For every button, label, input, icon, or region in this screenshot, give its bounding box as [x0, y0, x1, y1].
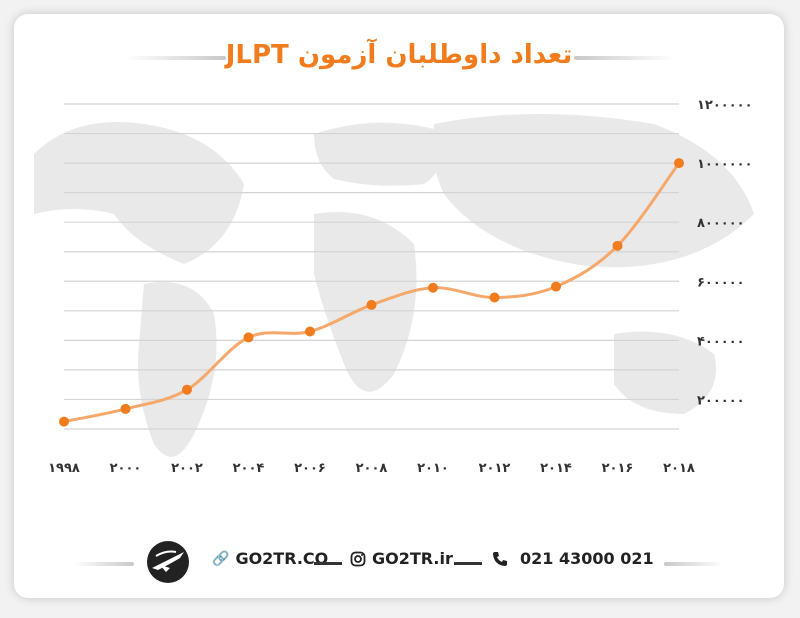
data-point [305, 326, 315, 337]
footer-separator-1 [314, 562, 342, 565]
chart-title: تعداد داوطلبان آزمون JLPT [225, 40, 573, 70]
map-shape [314, 212, 417, 392]
logo-icon [147, 541, 189, 583]
phone-icon [493, 551, 507, 566]
x-tick-label: ۲۰۰۴ [233, 461, 265, 476]
x-tick-label: ۲۰۰۶ [294, 461, 326, 476]
data-point [366, 299, 377, 310]
x-tick-label: ۲۰۰۲ [171, 461, 203, 476]
instagram-link[interactable]: GO2TR.ir [350, 549, 453, 568]
instagram-text: GO2TR.ir [372, 549, 453, 568]
website-text: GO2TR.CO [235, 549, 329, 568]
data-point [120, 403, 131, 414]
y-tick-label: ۶۰۰۰۰۰ [697, 275, 745, 290]
map-shape [432, 114, 754, 268]
x-tick-label: ۲۰۱۴ [540, 461, 572, 476]
series-layer [59, 158, 684, 427]
y-axis-tick-labels: ۲۰۰۰۰۰ ۴۰۰۰۰۰ ۶۰۰۰۰۰ ۸۰۰۰۰۰ ۱۰۰۰۰۰۰ ۱۲۰۰۰۰۰ [697, 98, 753, 408]
data-point [489, 292, 500, 303]
phone-link[interactable]: 021 43000 021 [492, 549, 654, 568]
x-axis-tick-labels: ۱۹۹۸ ۲۰۰۰ ۲۰۰۲ ۲۰۰۴ ۲۰۰۶ ۲۰۰۸ ۲۰۱۰ ۲۰۱۲ ۲۰۱۴ ۲۰۱۶… [48, 461, 695, 476]
data-point [182, 384, 192, 395]
title-decoration-right [574, 56, 674, 60]
data-point [59, 416, 69, 427]
footer-separator-2 [454, 562, 482, 565]
x-tick-label: ۲۰۱۸ [663, 461, 695, 476]
x-tick-label: ۲۰۱۰ [417, 461, 449, 476]
y-tick-label: ۲۰۰۰۰۰ [697, 393, 745, 408]
y-tick-label: ۱۲۰۰۰۰۰ [697, 98, 753, 113]
map-shape [614, 331, 716, 414]
chart-card: تعداد داوطلبان آزمون JLPT ۲۰۰۰۰۰ ۴۰۰۰۰۰ ۶۰… [14, 14, 784, 598]
data-point [551, 281, 561, 292]
x-tick-label: ۲۰۰۸ [356, 461, 388, 476]
website-link[interactable]: 🔗 GO2TR.CO [212, 549, 328, 568]
phone-text: 021 43000 021 [520, 549, 654, 568]
data-point [243, 332, 254, 343]
map-shape [314, 122, 442, 186]
y-tick-label: ۸۰۰۰۰۰ [697, 216, 745, 231]
world-map-background [34, 114, 754, 457]
data-point [428, 282, 438, 293]
line-chart: ۲۰۰۰۰۰ ۴۰۰۰۰۰ ۶۰۰۰۰۰ ۸۰۰۰۰۰ ۱۰۰۰۰۰۰ ۱۲۰۰۰۰۰ ۱… [34, 98, 754, 476]
x-tick-label: ۲۰۰۰ [110, 461, 142, 476]
y-tick-label: ۴۰۰۰۰۰ [697, 334, 745, 349]
instagram-icon [350, 551, 366, 566]
footer-decoration-right [664, 562, 724, 566]
x-tick-label: ۲۰۱۲ [479, 461, 511, 476]
footer-decoration-left [74, 562, 134, 566]
data-point [612, 240, 623, 251]
title-decoration-left [126, 56, 226, 60]
x-tick-label: ۲۰۱۶ [602, 461, 634, 476]
link-icon: 🔗 [212, 550, 230, 567]
y-tick-label: ۱۰۰۰۰۰۰ [697, 157, 753, 172]
data-point [674, 158, 684, 169]
footer: 🔗 GO2TR.CO GO2TR.ir 021 43000 021 [14, 534, 784, 590]
x-tick-label: ۱۹۹۸ [48, 461, 80, 476]
